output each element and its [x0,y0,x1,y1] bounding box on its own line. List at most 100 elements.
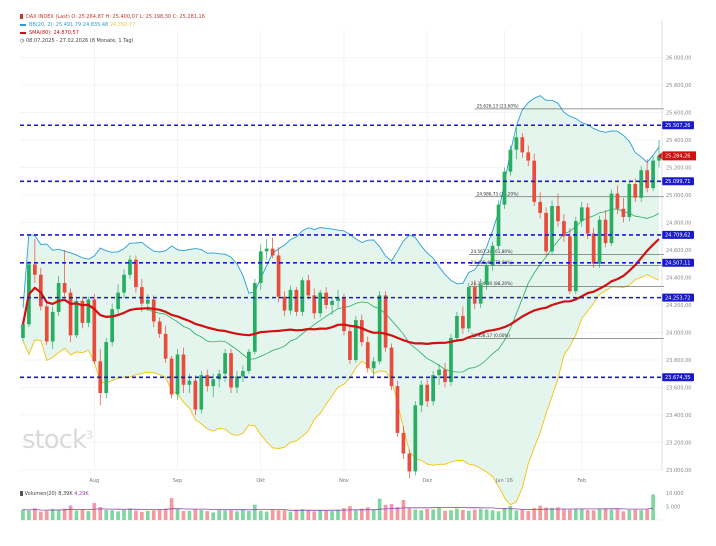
volume-bar [490,510,495,520]
volume-bar [68,505,73,520]
volume-bar [633,509,638,520]
candle-body [579,207,584,222]
y-tick-label: 24.000,00 [666,331,691,337]
level-tag-label: 24.709,62 [665,233,690,239]
candle-body [365,342,370,369]
candle-body [443,369,447,382]
volume-bar [591,510,596,520]
volume-bar [110,510,114,520]
volume-bar [128,508,132,520]
candle-body [110,309,114,343]
volume-bar [544,507,548,520]
volume-bar [449,510,453,520]
last-price-tag [658,151,696,161]
volume-bar [526,511,531,520]
volume-bar [92,502,97,520]
y-tick-label: 25.600,00 [666,111,691,117]
volume-bar [21,509,25,520]
candle-body [264,248,269,252]
volume-bar [235,511,239,520]
volume-bar [455,508,459,520]
candle-body [122,274,126,293]
legend-bollinger: BB(20, 2): 25.491,79 24.835,48 24.350,77 [20,21,205,29]
last-price-label: 25.284,26 [665,154,690,160]
volume-bar [205,511,210,520]
candle-body [591,233,596,264]
level-tag-label: 25.507,26 [665,123,690,129]
volume-bar [122,510,126,520]
level-tag-label: 25.099,71 [665,179,690,185]
volume-bar [478,508,483,520]
candle-body [657,155,661,161]
candle-body [395,386,400,433]
candle-body [568,236,572,292]
volume-bar [585,510,590,520]
level-tag-label: 23.674,35 [665,375,690,381]
candle-body [38,274,43,307]
volume-bar [645,509,649,520]
volume-legend: Volumen(20) 8,39K 4,29K [20,491,89,497]
volume-bar [116,511,120,520]
volume-bar [74,510,79,520]
legend-range-text: 08.07.2025 - 27.02.2026 (8 Monate, 1 Tag… [25,38,134,44]
volume-bar [651,494,655,520]
x-tick-label: Sep [173,478,182,484]
volume-bar [621,511,626,520]
y-tick-label: 24.400,00 [666,276,691,282]
legend-bollinger-swatch [20,23,26,26]
fib-label: 25.626,13 (23,60%) [477,103,519,108]
candle-body [223,353,227,374]
candle-body [508,149,513,172]
volume-bar [508,505,513,520]
volume-bar [556,507,560,520]
candle-body [199,375,204,410]
volume-label: Volumen(20) 8,39K [24,491,73,497]
volume-bar [502,508,507,520]
y-tick-label: 25.800,00 [666,83,691,89]
candle-body [633,184,638,198]
volume-bar [264,511,269,520]
fib-label: 24.986,73 (38,20%) [477,191,519,196]
candle-body [472,287,477,304]
candle-body [562,221,566,237]
bollinger-fill [23,95,659,505]
volume-bar [294,509,299,520]
candle-body [318,292,323,314]
volume-bar [348,506,352,520]
candle-body [526,152,531,161]
volume-bar [365,507,370,520]
legend-bollinger-text: BB(20, 2): 25.491,79 24.835,48 [29,22,109,28]
y-tick-label: 23.600,00 [666,386,691,392]
legend-range: ◷ 08.07.2025 - 27.02.2026 (8 Monate, 1 T… [20,37,205,45]
candle-body [80,300,85,323]
volume-bar [193,508,198,520]
candle-body [324,292,328,305]
candle-body [104,342,109,393]
y-tick-label: 25.400,00 [666,138,691,144]
candle-body [312,295,317,314]
volume-bar [145,510,150,520]
volume-bar [324,510,328,520]
candle-body [354,320,358,360]
candle-body [235,376,239,388]
candle-body [371,361,376,369]
volume-bar [466,510,471,520]
volume-bar [134,510,138,520]
candle-body [50,311,55,342]
volume-bar [140,511,144,520]
volume-bar [157,509,162,520]
candle-body [425,384,430,402]
volume-bar [104,510,109,520]
candle-body [74,300,79,336]
volume-bar [86,511,91,520]
candle-body [145,299,150,304]
candlestick-series [21,127,661,479]
volume-bar [639,510,644,520]
volume-bar [187,510,192,520]
candle-body [627,184,632,217]
candle-body [288,289,293,311]
x-tick-label: Dez [422,478,432,484]
volume-bar [401,500,406,520]
candle-body [86,299,91,323]
volume-bar [538,505,542,520]
